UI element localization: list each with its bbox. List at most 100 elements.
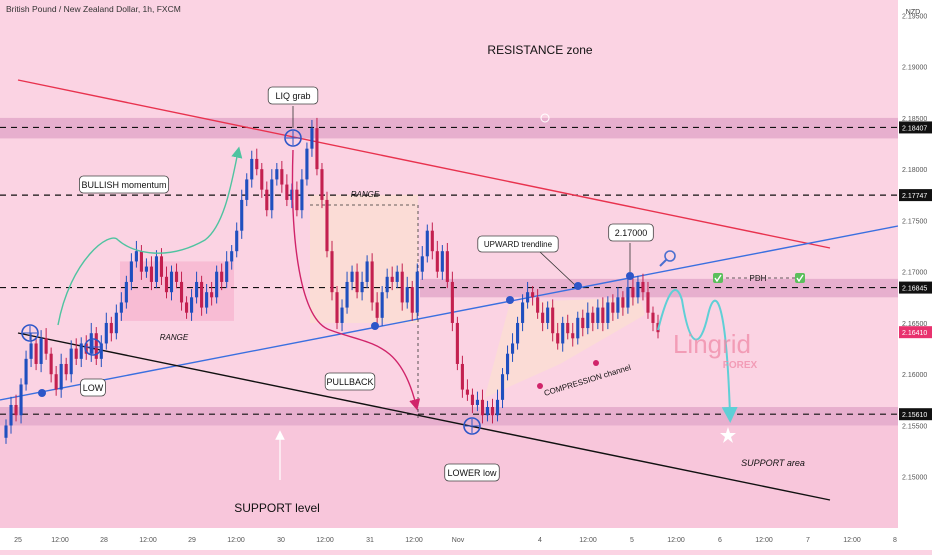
bullish-momentum-arrow	[57, 146, 243, 326]
candle-body-52	[265, 189, 269, 211]
candle-body-91	[460, 363, 464, 390]
x-tick-7: 12:00	[316, 537, 334, 544]
candle-body-57	[290, 189, 294, 200]
candle-body-117	[591, 312, 595, 323]
candle-body-71	[360, 281, 364, 293]
candle-body-9	[49, 353, 53, 375]
candle-body-106	[536, 297, 540, 313]
support-zone-band	[0, 407, 898, 426]
candle-body-111	[561, 322, 565, 344]
candle-body-123	[621, 297, 625, 308]
candle-body-38	[195, 281, 199, 298]
candle-body-39	[200, 281, 204, 308]
x-tick-2: 28	[100, 537, 108, 544]
label-resistance_zone: RESISTANCE zone	[487, 43, 592, 57]
candle-body-11	[59, 363, 63, 390]
swing-marker-ring-1	[84, 338, 102, 356]
candle-body-105	[531, 292, 535, 298]
time-axis: 25 12:00 28 12:00 29 12:00 30 12:00 31 12:00 Nov 4 1…	[0, 528, 932, 550]
time-axis-bg	[0, 528, 932, 550]
x-tick-3: 12:00	[139, 537, 157, 544]
candle-body-62	[315, 128, 319, 170]
candle-body-107	[541, 312, 545, 323]
candle-body-125	[631, 287, 635, 298]
candle-body-89	[450, 281, 454, 323]
candle-body-116	[586, 312, 590, 329]
candle-body-88	[445, 251, 449, 282]
candle-body-48	[245, 179, 249, 200]
candle-body-69	[350, 271, 354, 282]
candle-body-54	[275, 169, 279, 180]
candle-body-104	[526, 292, 530, 303]
candle-body-86	[435, 251, 439, 272]
x-tick-9: 12:00	[405, 537, 423, 544]
label-box-upward_trendline	[477, 235, 559, 253]
candle-body-13	[69, 348, 73, 375]
candle-body-102	[516, 322, 520, 344]
compression-channel-shape	[480, 297, 645, 416]
x-tick-11: 4	[538, 537, 542, 544]
candle-body-34	[174, 271, 179, 282]
candle-body-100	[505, 353, 510, 375]
label-lower_low: LOWER low	[447, 468, 497, 478]
candle-body-6	[34, 343, 38, 364]
candle-body-66	[335, 292, 339, 323]
support-trendline	[17, 332, 831, 501]
candle-body-72	[365, 261, 369, 282]
candle-body-108	[546, 307, 550, 323]
candle-body-101	[510, 343, 515, 354]
candle-body-2	[14, 404, 18, 416]
compression-dot-1	[593, 360, 599, 366]
candle-body-68	[345, 281, 349, 308]
candle-body-14	[74, 348, 78, 359]
candle-body-35	[179, 281, 184, 303]
candle-body-126	[636, 281, 640, 298]
y-tick-7: 2.16000	[902, 372, 927, 379]
candle-body-49	[250, 158, 254, 180]
candle-body-70	[355, 271, 359, 293]
candle-body-27	[139, 251, 143, 272]
price-label-bg-3	[899, 326, 932, 339]
candle-body-82	[415, 271, 419, 313]
pdh-zone-band	[420, 278, 898, 298]
label-upward_trendline: UPWARD trendline	[484, 240, 553, 249]
candle-body-122	[616, 297, 620, 313]
candle-body-12	[64, 363, 68, 375]
candle-body-23	[119, 302, 123, 313]
candle-body-4	[24, 358, 28, 385]
candle-body-30	[154, 256, 159, 282]
candle-body-79	[400, 271, 404, 303]
candle-body-61	[310, 128, 314, 149]
candle-body-15	[79, 343, 83, 359]
candle-body-118	[596, 307, 600, 323]
candle-body-56	[285, 184, 289, 200]
y-tick-2: 2.18500	[902, 116, 927, 123]
label-level_17000: 2.17000	[615, 228, 648, 238]
x-tick-15: 6	[718, 537, 722, 544]
x-tick-12: 12:00	[579, 537, 597, 544]
candle-body-90	[455, 322, 459, 364]
candle-body-5	[29, 343, 33, 359]
candle-body-37	[190, 297, 194, 313]
price-label-4: 2.15610	[902, 412, 927, 419]
x-tick-4: 29	[188, 537, 196, 544]
candle-body-50	[255, 158, 259, 170]
candles-layer	[4, 117, 660, 444]
label-low: LOW	[83, 383, 104, 393]
candle-body-81	[410, 287, 414, 313]
x-tick-17: 7	[806, 537, 810, 544]
trendline-touch-dot-0	[38, 389, 46, 397]
candle-body-92	[465, 389, 469, 395]
candle-body-129	[651, 312, 655, 323]
label-support_level: SUPPORT level	[234, 501, 320, 515]
label-bullish_momentum: BULLISH momentum	[81, 180, 166, 190]
candle-body-103	[521, 302, 525, 323]
candle-body-96	[485, 407, 490, 416]
candle-body-87	[440, 251, 444, 272]
candle-body-10	[54, 374, 58, 390]
candle-body-67	[340, 307, 344, 323]
candle-body-83	[420, 256, 424, 272]
